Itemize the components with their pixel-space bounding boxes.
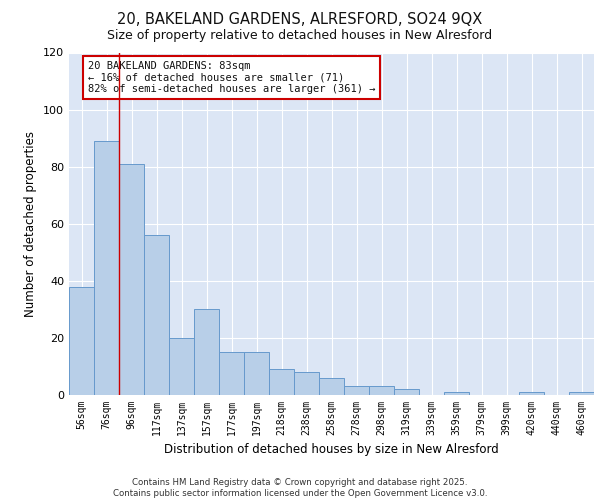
Bar <box>119 164 144 395</box>
Bar <box>519 392 544 395</box>
Bar <box>219 352 244 395</box>
Y-axis label: Number of detached properties: Number of detached properties <box>25 130 37 317</box>
Bar <box>319 378 344 395</box>
Bar <box>394 390 419 395</box>
Text: 20, BAKELAND GARDENS, ALRESFORD, SO24 9QX: 20, BAKELAND GARDENS, ALRESFORD, SO24 9Q… <box>118 12 482 28</box>
X-axis label: Distribution of detached houses by size in New Alresford: Distribution of detached houses by size … <box>164 444 499 456</box>
Bar <box>569 392 594 395</box>
Bar <box>69 286 94 395</box>
Bar <box>169 338 194 395</box>
Text: Size of property relative to detached houses in New Alresford: Size of property relative to detached ho… <box>107 29 493 42</box>
Bar <box>269 370 294 395</box>
Bar <box>94 141 119 395</box>
Bar <box>144 235 169 395</box>
Bar <box>294 372 319 395</box>
Text: Contains HM Land Registry data © Crown copyright and database right 2025.
Contai: Contains HM Land Registry data © Crown c… <box>113 478 487 498</box>
Bar <box>344 386 369 395</box>
Bar <box>369 386 394 395</box>
Bar <box>194 310 219 395</box>
Text: 20 BAKELAND GARDENS: 83sqm
← 16% of detached houses are smaller (71)
82% of semi: 20 BAKELAND GARDENS: 83sqm ← 16% of deta… <box>88 61 375 94</box>
Bar <box>444 392 469 395</box>
Bar <box>244 352 269 395</box>
